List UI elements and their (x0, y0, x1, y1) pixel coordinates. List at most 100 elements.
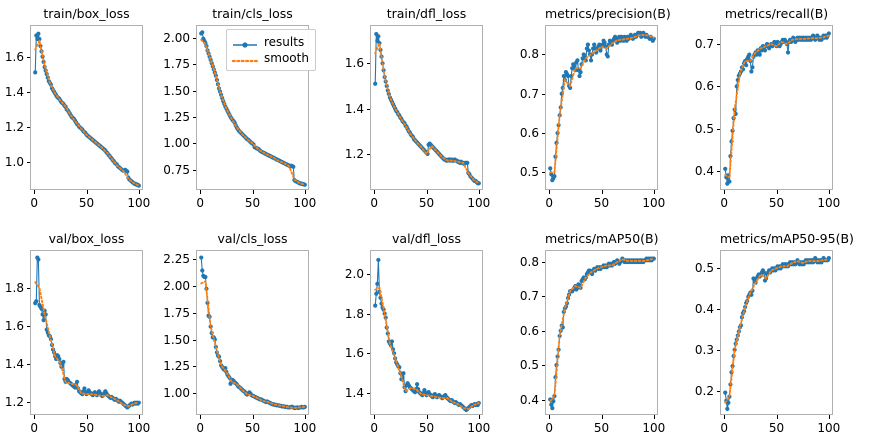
smooth-line (549, 257, 655, 403)
x-tick-label: 50 (244, 196, 261, 210)
x-tick-label: 100 (293, 196, 317, 210)
y-tick-mark (192, 393, 196, 395)
y-tick-label: 0.7 (519, 289, 539, 304)
x-tick-label: 50 (418, 196, 435, 210)
results-line (34, 255, 140, 409)
smooth-line (200, 38, 306, 186)
y-tick-mark (192, 169, 196, 171)
results-marker (39, 306, 44, 311)
x-tick-mark (601, 415, 603, 419)
y-tick-label: 0.3 (694, 342, 714, 357)
x-tick-mark (138, 190, 140, 194)
x-tick-label: 0 (196, 196, 204, 210)
results-marker (605, 54, 610, 59)
x-tick-label: 100 (642, 196, 666, 210)
x-tick-label: 0 (545, 196, 553, 210)
results-marker (826, 256, 831, 261)
results-marker (125, 169, 130, 174)
y-tick-label: 1.4 (4, 84, 24, 99)
subplot-title: train/cls_loss (212, 6, 293, 21)
x-tick-mark (200, 415, 202, 419)
y-tick-label: 0.8 (519, 47, 539, 62)
results-marker (561, 73, 566, 79)
results-line (34, 33, 140, 187)
y-tick-label: 1.2 (4, 394, 24, 409)
x-tick-mark (138, 415, 140, 419)
plot-area (26, 25, 143, 194)
y-tick-mark (716, 86, 720, 88)
y-tick-label: 0.5 (519, 358, 539, 373)
results-marker (33, 70, 38, 75)
legend-label: results (264, 35, 305, 49)
y-tick-mark (541, 133, 545, 135)
y-tick-label: 1.2 (344, 146, 364, 161)
x-tick-mark (34, 415, 36, 419)
results-marker (747, 52, 752, 57)
series-layer (373, 31, 481, 186)
y-tick-mark (26, 91, 30, 93)
y-tick-mark (366, 108, 370, 110)
y-tick-label: 1.00 (163, 136, 190, 151)
y-tick-label: 1.8 (4, 280, 24, 295)
subplot-panel: metrics/mAP50(B) 0.4 0.5 0.6 0.7 0.8 0 50 100 (503, 232, 665, 439)
x-tick-mark (426, 190, 428, 194)
x-tick-label: 0 (30, 196, 38, 210)
x-tick-label: 0 (370, 196, 378, 210)
results-marker (552, 174, 557, 179)
series-layer (723, 256, 831, 411)
results-marker (36, 257, 41, 262)
results-marker (749, 69, 754, 74)
subplot-panel: train/dfl_loss 1.2 1.4 1.6 0 50 100 (328, 7, 490, 214)
series-layer (199, 30, 307, 187)
results-marker (761, 270, 767, 275)
results-marker (373, 81, 378, 86)
y-tick-label: 1.75 (163, 305, 190, 320)
series-layer (33, 255, 141, 410)
x-tick-label: 100 (467, 421, 491, 435)
results-marker (551, 399, 556, 404)
x-tick-mark (426, 415, 428, 419)
series-layer (33, 31, 141, 188)
legend-item[interactable]: results (232, 34, 309, 50)
results-marker (723, 390, 728, 395)
x-tick-mark (549, 415, 551, 419)
y-tick-label: 0.4 (519, 392, 539, 407)
results-marker (578, 70, 583, 75)
results-marker (572, 64, 577, 69)
series-layer (548, 30, 656, 183)
legend-item[interactable]: smooth (231, 50, 309, 66)
plot-area (716, 25, 833, 194)
x-tick-mark (200, 190, 202, 194)
x-tick-mark (776, 415, 778, 419)
x-tick-mark (601, 190, 603, 194)
smooth-line (374, 286, 480, 411)
y-tick-label: 0.5 (694, 121, 714, 136)
y-tick-mark (366, 273, 370, 275)
subplot-panel: train/box_loss 1.0 1.2 1.4 1.6 0 50 100 (0, 7, 150, 214)
results-line (724, 256, 830, 409)
x-tick-label: 50 (78, 421, 95, 435)
y-tick-mark (366, 153, 370, 155)
results-marker (586, 48, 592, 53)
x-tick-mark (374, 190, 376, 194)
axes-frame (545, 25, 658, 190)
x-tick-label: 100 (127, 196, 151, 210)
y-tick-mark (192, 64, 196, 66)
y-tick-mark (26, 287, 30, 289)
y-tick-label: 0.5 (694, 261, 714, 276)
results-marker (389, 339, 395, 344)
y-tick-mark (26, 325, 30, 327)
x-tick-mark (653, 415, 655, 419)
results-marker (613, 34, 618, 39)
x-tick-label: 100 (127, 421, 151, 435)
x-tick-label: 0 (30, 421, 38, 435)
x-tick-label: 100 (817, 421, 841, 435)
y-tick-label: 0.7 (694, 37, 714, 52)
results-marker (203, 274, 208, 280)
smooth-line (34, 281, 140, 408)
x-tick-label: 100 (293, 421, 317, 435)
results-marker (375, 281, 380, 286)
x-tick-mark (776, 190, 778, 194)
x-tick-label: 0 (370, 421, 378, 435)
